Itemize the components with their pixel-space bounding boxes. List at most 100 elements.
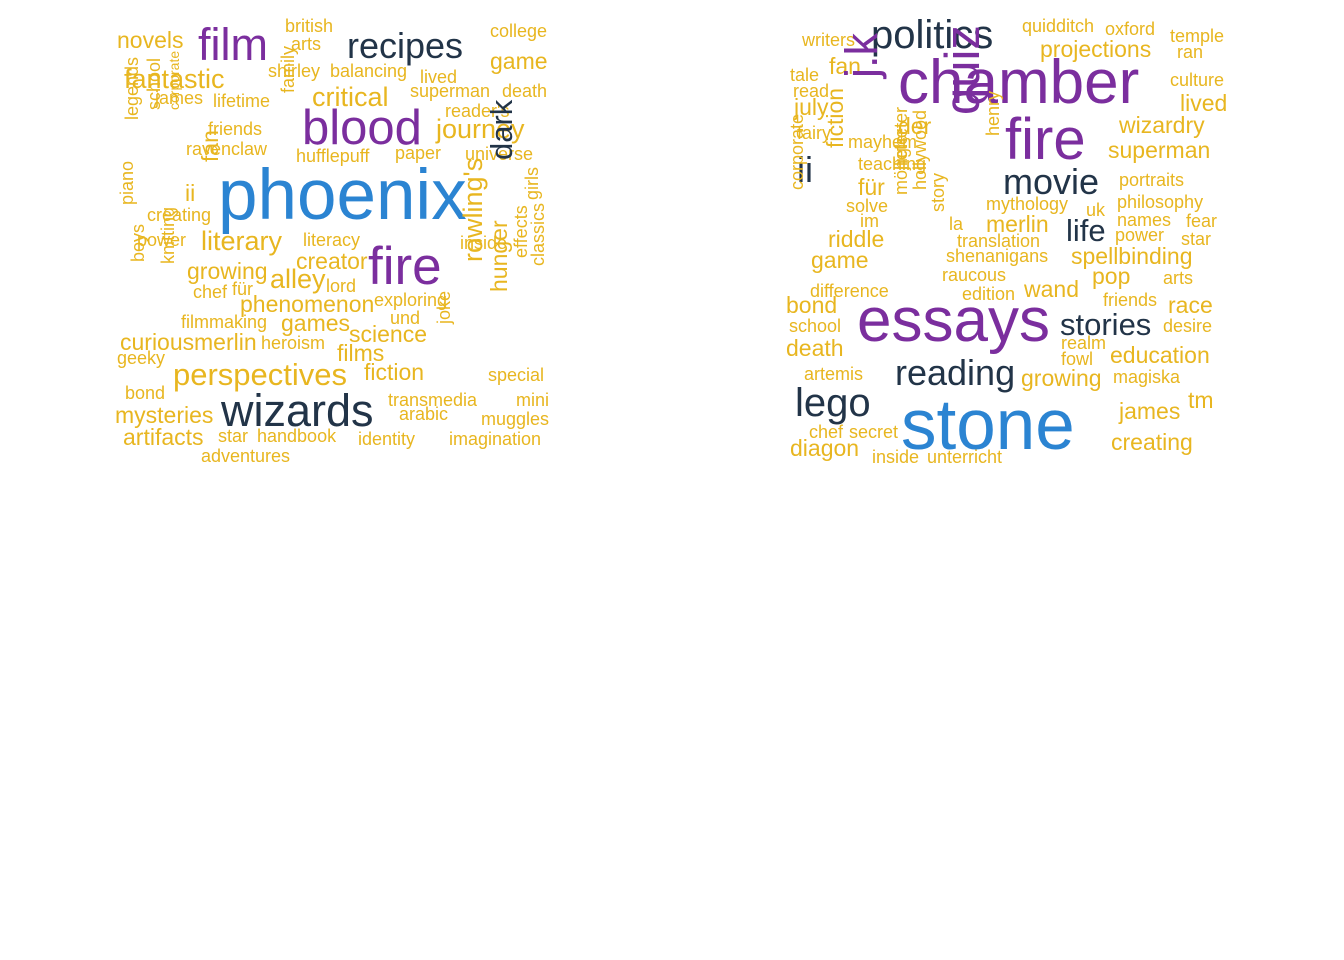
word-left-75: star	[218, 426, 249, 446]
word-left-72: arabic	[399, 404, 449, 424]
word-right-37: merlin	[986, 211, 1049, 237]
word-right-11: culture	[1170, 70, 1225, 90]
word-left-77: identity	[358, 429, 416, 449]
word-left-37: literacy	[303, 230, 361, 250]
word-left-21: corporate	[166, 50, 182, 110]
word-left-69: transmedia	[388, 390, 478, 410]
word-right-45: translation	[957, 231, 1041, 251]
word-left-1: novels	[117, 27, 184, 53]
word-left-42: growing	[187, 258, 268, 284]
word-left-60: merlin	[194, 329, 257, 355]
word-right-34: philosophy	[1117, 192, 1204, 212]
word-left-7: fantastic	[124, 64, 225, 94]
word-left-5: college	[490, 21, 548, 41]
word-right-24: teaching	[858, 154, 927, 174]
word-right-6: projections	[1040, 36, 1152, 62]
word-right-28: portraits	[1119, 170, 1185, 190]
word-right-19: fire	[1005, 107, 1086, 172]
word-right-76: chef	[809, 422, 844, 442]
word-left-62: films	[337, 340, 385, 366]
word-right-60: race	[1168, 292, 1213, 318]
word-right-22: quiz	[936, 25, 990, 115]
word-left-51: exploring	[374, 290, 448, 310]
word-right-51: raucous	[942, 265, 1007, 285]
word-left-76: handbook	[257, 426, 337, 446]
word-right-59: essays	[857, 286, 1050, 355]
word-right-46: power	[1115, 225, 1165, 245]
word-left-12: lifetime	[213, 91, 271, 111]
word-left-8: shirley	[268, 61, 321, 81]
word-right-49: shenanigans	[946, 246, 1049, 266]
word-left-49: für	[232, 279, 254, 299]
word-left-10: lived	[420, 67, 458, 87]
word-right-43: hollywood	[910, 109, 930, 190]
word-left-0: film	[198, 19, 268, 70]
word-right-74: tm	[1188, 387, 1214, 413]
word-left-56: und	[390, 308, 421, 328]
word-right-78: creating	[1111, 429, 1193, 455]
word-left-25: hufflepuff	[296, 146, 370, 166]
word-right-67: education	[1110, 342, 1210, 368]
word-right-5: ran	[1177, 42, 1204, 62]
word-right-56: wand	[1024, 276, 1079, 302]
word-right-38: names	[1117, 210, 1172, 230]
word-right-27: für	[858, 174, 885, 200]
word-left-18: blood	[302, 101, 422, 155]
word-right-7: fan	[829, 53, 861, 79]
word-left-78: imagination	[449, 429, 542, 449]
word-left-4: recipes	[347, 25, 464, 66]
word-left-61: heroism	[261, 333, 326, 353]
word-right-52: pop	[1092, 263, 1131, 289]
word-right-8: tale	[790, 65, 820, 85]
word-right-77: secret	[849, 422, 899, 442]
word-right-16: der	[898, 113, 932, 139]
word-right-42: möjligheter	[891, 106, 911, 195]
word-left-79: adventures	[201, 446, 291, 466]
word-left-41: boys	[128, 223, 148, 262]
word-left-36: literary	[201, 226, 283, 256]
word-right-81: unterricht	[927, 447, 1003, 467]
word-right-29: corporate	[787, 113, 807, 190]
word-left-14: superman	[410, 81, 491, 101]
word-left-13: critical	[312, 82, 389, 112]
word-left-73: muggles	[481, 409, 550, 429]
word-right-57: friends	[1103, 290, 1158, 310]
word-right-41: riddle	[828, 226, 885, 252]
word-left-19: journey	[436, 114, 525, 144]
word-right-64: death	[786, 335, 844, 361]
word-right-25: fiction	[822, 87, 848, 148]
word-left-27: universe	[465, 144, 534, 164]
word-right-65: realm	[1061, 333, 1107, 353]
word-right-32: mythology	[986, 194, 1069, 214]
word-right-1: politics	[871, 13, 994, 57]
word-right-80: inside	[872, 447, 920, 467]
word-right-63: desire	[1163, 316, 1213, 336]
word-left-38: inside	[460, 233, 508, 253]
word-left-55: games	[281, 310, 351, 336]
word-right-73: stone	[901, 386, 1075, 465]
word-right-47: star	[1181, 229, 1212, 249]
word-right-53: arts	[1163, 268, 1194, 288]
word-right-50: spellbinding	[1071, 243, 1193, 269]
word-right-12: july	[794, 94, 829, 120]
word-left-52: hunger	[486, 220, 512, 292]
word-right-23: henry	[983, 90, 1003, 136]
word-left-3: arts	[291, 34, 322, 54]
word-right-15: fairy	[797, 123, 832, 143]
word-right-69: artemis	[804, 364, 864, 384]
word-left-67: bond	[125, 383, 166, 403]
word-left-24: ravenclaw	[186, 139, 268, 159]
word-left-31: dark	[484, 99, 519, 160]
word-left-44: rowling's	[458, 157, 488, 262]
word-right-20: superman	[1108, 137, 1211, 163]
word-left-58: joke	[434, 290, 454, 324]
word-right-79: diagon	[790, 435, 860, 461]
word-left-11: james	[155, 88, 204, 108]
word-right-39: fear	[1186, 211, 1218, 231]
word-right-54: difference	[810, 281, 889, 301]
word-right-71: magiska	[1113, 367, 1181, 387]
word-left-26: paper	[395, 143, 442, 163]
word-right-33: uk	[1086, 200, 1106, 220]
word-right-66: fowl	[1061, 349, 1094, 369]
word-left-33: girls	[522, 166, 542, 200]
